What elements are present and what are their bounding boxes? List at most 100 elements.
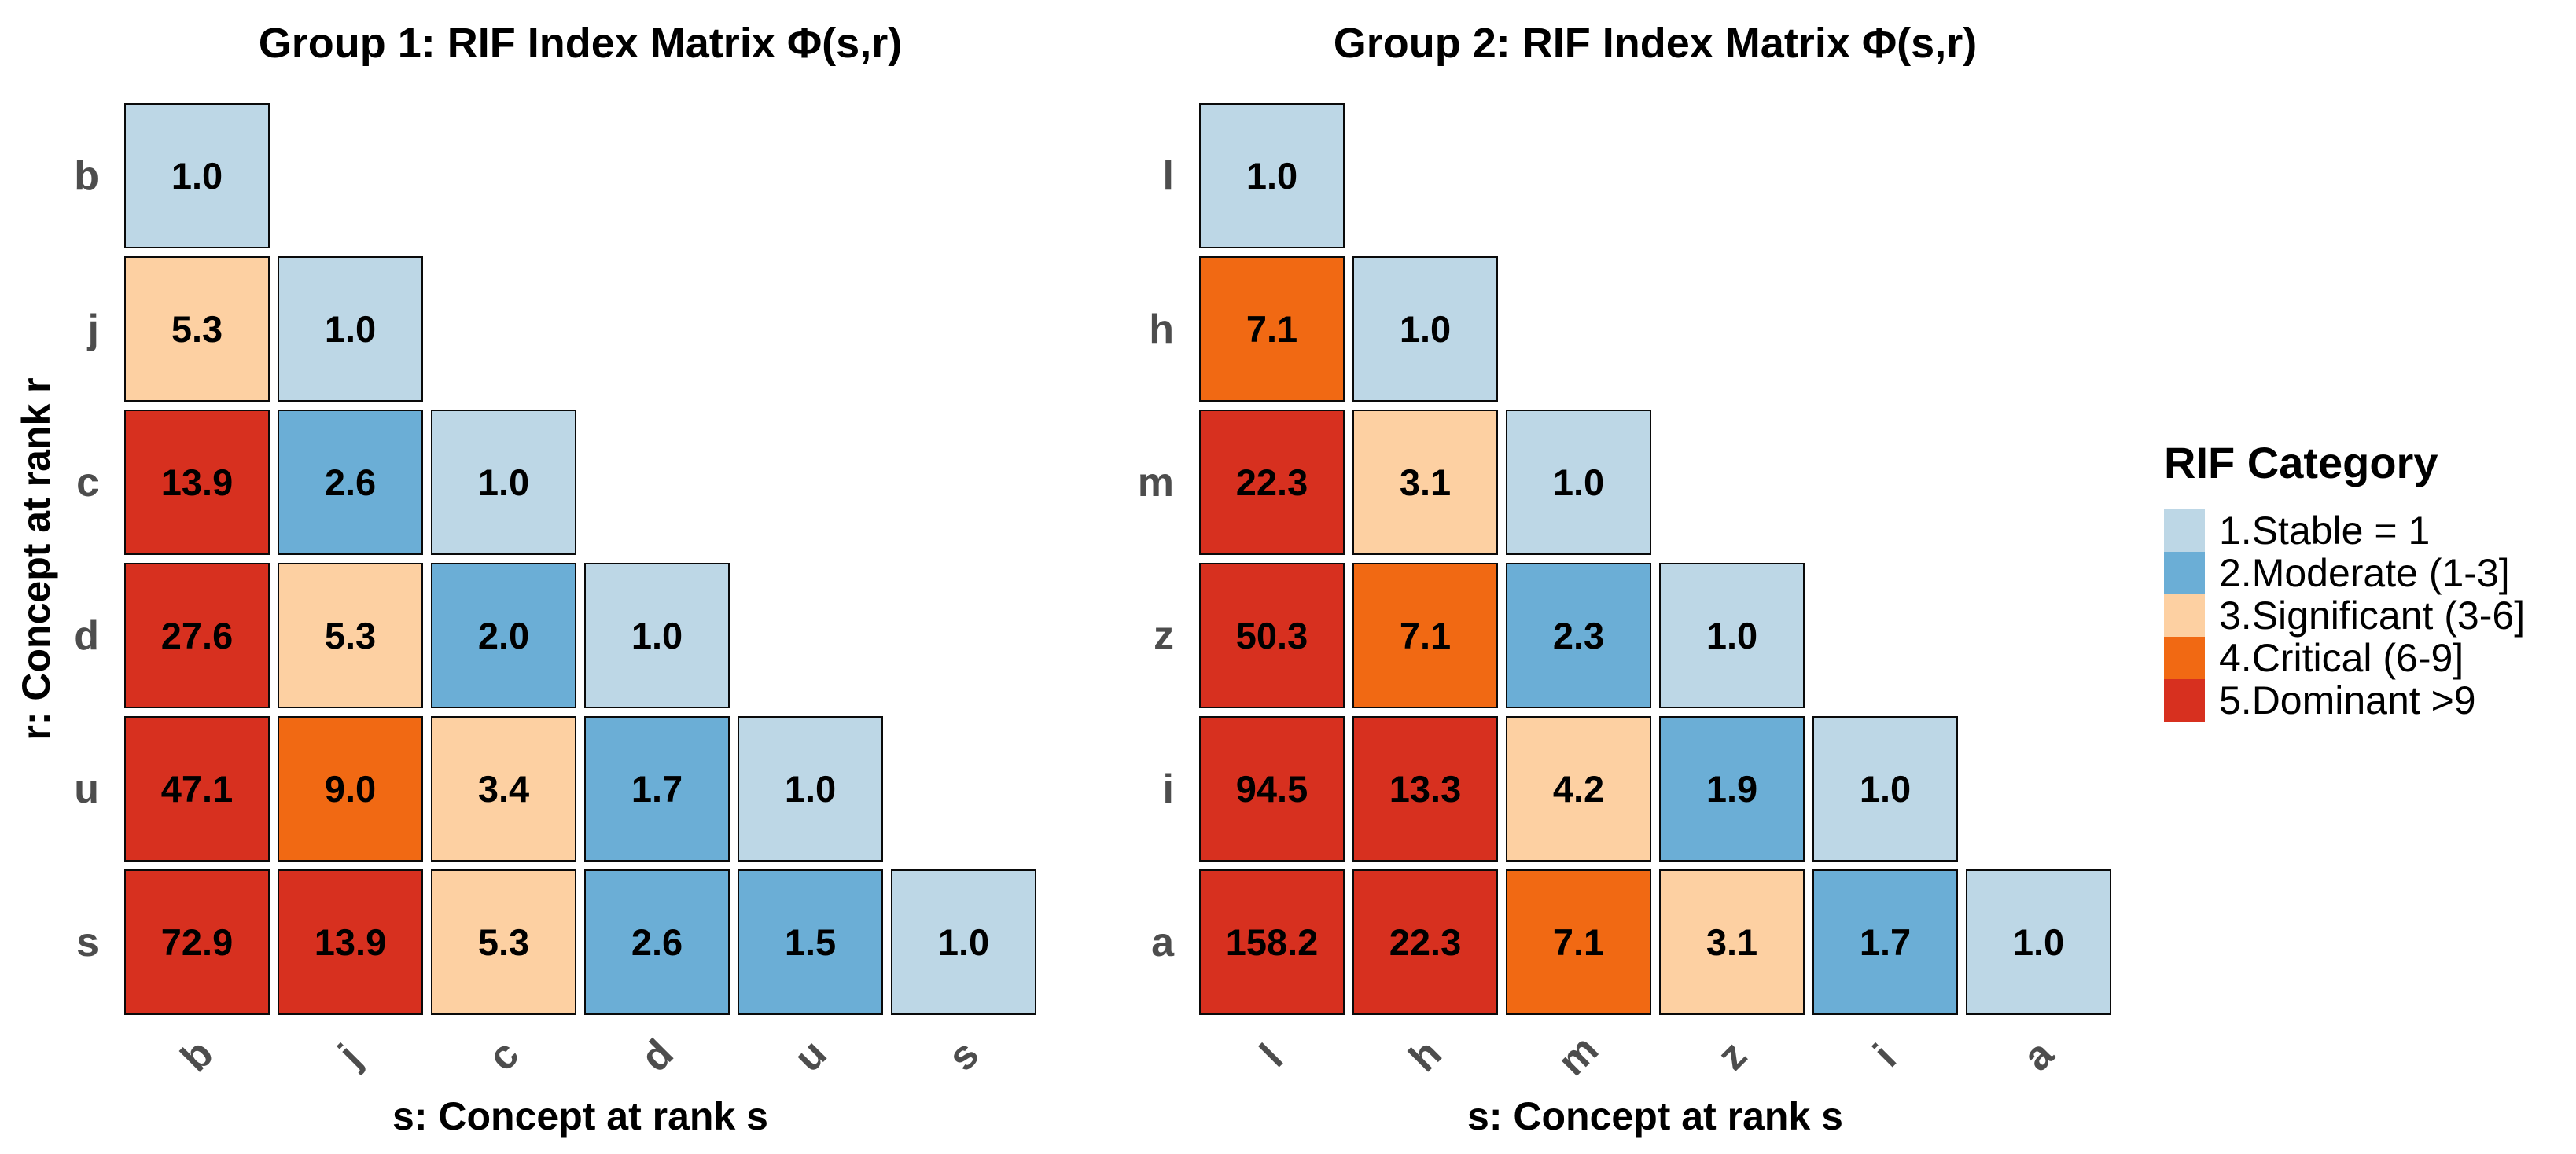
matrix-cell: 7.1 [1199,256,1345,402]
matrix-cell: 2.3 [1506,563,1651,708]
cell-value: 13.3 [1389,768,1462,810]
col-tick-label: b [171,1031,223,1081]
cell-value: 47.1 [160,768,234,810]
legend-swatch [2164,594,2205,637]
col-tick-label: s [939,1031,988,1080]
row-tick-label: u [74,766,99,812]
legend-items: 1.Stable = 1 2.Moderate (1-3] 3.Significan… [2164,509,2525,722]
legend-item: 2.Moderate (1-3] [2164,551,2525,595]
matrix-cell: 7.1 [1506,869,1651,1015]
legend-item-label: 1.Stable = 1 [2219,509,2431,553]
col-tick-label: a [2014,1031,2063,1080]
cell-value: 5.3 [477,921,530,963]
matrix-cell: 1.0 [1812,716,1958,862]
matrix-cell: 1.0 [584,563,730,708]
row-tick-label: l [1162,153,1174,199]
cell-value: 3.1 [1706,921,1758,963]
row-tick-label: s [76,919,99,965]
legend-swatch [2164,552,2205,594]
cell-value: 7.1 [1246,308,1298,350]
matrix-cell: 1.0 [1659,563,1805,708]
x-axis-title: s: Concept at rank s [392,1094,768,1138]
matrix-cell: 1.5 [738,869,883,1015]
matrix-cell: 1.0 [1352,256,1498,402]
cell-value: 1.0 [784,768,837,810]
cell-value: 1.0 [2012,921,2065,963]
row-tick-label: d [74,612,99,659]
row-tick-label: b [74,153,99,199]
cell-value: 3.1 [1399,461,1452,503]
matrix-cell: 94.5 [1199,716,1345,862]
cell-value: 1.0 [1859,768,1912,810]
matrix-cell: 158.2 [1199,869,1345,1015]
row-tick-label: a [1151,919,1174,965]
matrix-cell: 4.2 [1506,716,1651,862]
matrix-cell: 7.1 [1352,563,1498,708]
cell-value: 1.7 [1859,921,1912,963]
matrix-cell: 1.7 [584,716,730,862]
cell-value: 1.7 [631,768,683,810]
cell-value: 1.0 [937,921,990,963]
matrix-cell: 13.9 [278,869,423,1015]
cell-value: 1.0 [631,615,683,656]
legend-item-label: 2.Moderate (1-3] [2219,551,2510,595]
cell-value: 2.3 [1552,615,1605,656]
legend-swatch [2164,509,2205,552]
cell-value: 2.0 [477,615,530,656]
matrix-cell: 1.0 [431,410,576,555]
matrix-cell: 27.6 [124,563,270,708]
cell-value: 158.2 [1225,921,1319,963]
col-tick-label: d [631,1031,683,1081]
matrix-cell: 2.6 [278,410,423,555]
cell-value: 94.5 [1235,768,1308,810]
legend-item-label: 3.Significant (3-6] [2219,594,2526,638]
cell-value: 1.0 [1552,461,1605,503]
matrix-cell: 1.0 [1199,103,1345,248]
matrix-cell: 1.0 [124,103,270,248]
cell-value: 72.9 [160,921,234,963]
cell-value: 5.3 [324,615,377,656]
cell-value: 1.0 [324,308,377,350]
matrix-cell: 50.3 [1199,563,1345,708]
cell-value: 13.9 [314,921,387,963]
legend-swatch [2164,637,2205,679]
row-tick-label: h [1149,306,1174,352]
matrix-cell: 1.9 [1659,716,1805,862]
col-tick-label: l [1251,1035,1293,1076]
cell-value: 1.0 [171,155,223,197]
row-tick-label: m [1137,459,1174,505]
matrix-cell: 1.0 [278,256,423,402]
matrix-cell: 47.1 [124,716,270,862]
matrix-cell: 72.9 [124,869,270,1015]
row-tick-label: z [1154,612,1174,659]
x-axis-title: s: Concept at rank s [1467,1094,1843,1138]
matrix-cell: 13.3 [1352,716,1498,862]
matrix-cell: 3.4 [431,716,576,862]
cell-value: 1.0 [1246,155,1298,197]
row-tick-label: i [1162,766,1174,812]
matrix-cell: 22.3 [1352,869,1498,1015]
legend-title: RIF Category [2164,438,2438,487]
col-tick-label: j [329,1035,371,1076]
legend: RIF Category 1.Stable = 1 2.Moderate (1-3… [2164,437,2525,722]
cell-value: 2.6 [324,461,377,503]
matrix-cell: 22.3 [1199,410,1345,555]
cell-value: 27.6 [160,615,234,656]
legend-item-label: 5.Dominant >9 [2219,678,2476,722]
col-tick-label: u [785,1031,836,1081]
matrix-cell: 1.0 [1966,869,2111,1015]
matrix-cell: 5.3 [431,869,576,1015]
matrix-cell: 9.0 [278,716,423,862]
cell-value: 1.9 [1706,768,1758,810]
panel-title: Group 2: RIF Index Matrix Φ(s,r) [1333,20,1978,67]
legend-item: 3.Significant (3-6] [2164,594,2526,638]
cell-value: 50.3 [1235,615,1308,656]
matrix-cell: 13.9 [124,410,270,555]
legend-item: 5.Dominant >9 [2164,678,2525,722]
matrix-cell: 1.7 [1812,869,1958,1015]
cell-value: 5.3 [171,308,223,350]
col-tick-label: z [1708,1032,1756,1079]
col-tick-label: m [1549,1027,1608,1085]
panel-title: Group 1: RIF Index Matrix Φ(s,r) [258,20,903,67]
row-tick-label: c [76,459,99,505]
